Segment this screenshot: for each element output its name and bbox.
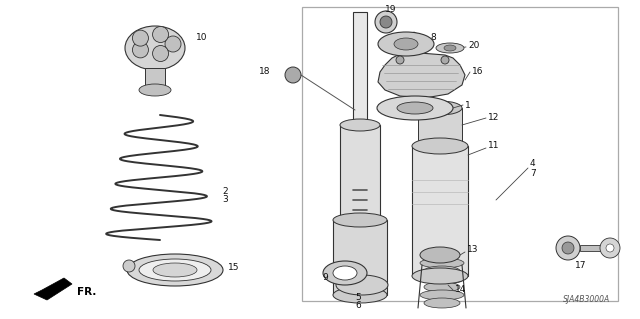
Text: 11: 11 xyxy=(488,140,499,150)
Ellipse shape xyxy=(424,266,460,276)
Ellipse shape xyxy=(377,96,453,120)
Ellipse shape xyxy=(340,119,380,131)
Bar xyxy=(145,68,165,90)
Ellipse shape xyxy=(125,26,185,70)
Polygon shape xyxy=(378,53,465,98)
Ellipse shape xyxy=(139,259,211,281)
Ellipse shape xyxy=(418,101,462,115)
Ellipse shape xyxy=(333,266,357,280)
Circle shape xyxy=(132,42,148,58)
Ellipse shape xyxy=(412,268,468,284)
Bar xyxy=(418,108,462,146)
Text: 17: 17 xyxy=(575,261,586,270)
Text: 19: 19 xyxy=(385,5,397,14)
Circle shape xyxy=(152,46,168,62)
Ellipse shape xyxy=(418,139,462,153)
Ellipse shape xyxy=(378,32,434,56)
Circle shape xyxy=(556,236,580,260)
Ellipse shape xyxy=(412,138,468,154)
Ellipse shape xyxy=(153,263,197,277)
Text: 3: 3 xyxy=(222,196,228,204)
Text: 9: 9 xyxy=(323,273,328,283)
Ellipse shape xyxy=(420,247,460,263)
Text: 8: 8 xyxy=(430,33,436,42)
Text: 5: 5 xyxy=(355,293,361,301)
Ellipse shape xyxy=(444,45,456,51)
Ellipse shape xyxy=(139,84,171,96)
Circle shape xyxy=(600,238,620,258)
Circle shape xyxy=(396,56,404,64)
Text: 13: 13 xyxy=(467,246,479,255)
Circle shape xyxy=(123,260,135,272)
Ellipse shape xyxy=(127,254,223,286)
Ellipse shape xyxy=(333,287,387,303)
Circle shape xyxy=(562,242,574,254)
Text: 14: 14 xyxy=(455,286,467,294)
Circle shape xyxy=(152,26,168,42)
Bar xyxy=(412,146,468,276)
Text: 15: 15 xyxy=(228,263,239,272)
Bar xyxy=(353,12,367,295)
Ellipse shape xyxy=(323,261,367,285)
Text: 12: 12 xyxy=(488,114,499,122)
Bar xyxy=(302,7,618,301)
Text: 6: 6 xyxy=(355,300,361,309)
Circle shape xyxy=(132,30,148,46)
Text: 16: 16 xyxy=(472,68,483,77)
Text: SJA4B3000A: SJA4B3000A xyxy=(563,295,610,305)
Bar xyxy=(333,220,387,295)
Circle shape xyxy=(606,244,614,252)
Ellipse shape xyxy=(336,275,388,295)
Ellipse shape xyxy=(394,38,418,50)
Ellipse shape xyxy=(333,213,387,227)
Text: 2: 2 xyxy=(222,188,228,197)
Ellipse shape xyxy=(436,43,464,53)
Circle shape xyxy=(380,16,392,28)
Text: 18: 18 xyxy=(259,68,270,77)
Text: 7: 7 xyxy=(530,169,536,179)
Ellipse shape xyxy=(424,298,460,308)
Polygon shape xyxy=(34,278,72,300)
Ellipse shape xyxy=(424,282,460,292)
Text: 10: 10 xyxy=(196,33,207,42)
Circle shape xyxy=(165,36,181,52)
Circle shape xyxy=(375,11,397,33)
Text: 1: 1 xyxy=(465,100,471,109)
Ellipse shape xyxy=(397,102,433,114)
Ellipse shape xyxy=(420,274,464,284)
Text: 20: 20 xyxy=(468,41,479,49)
Circle shape xyxy=(441,56,449,64)
Text: 4: 4 xyxy=(530,159,536,167)
Bar xyxy=(580,245,608,251)
Ellipse shape xyxy=(420,290,464,300)
Bar xyxy=(340,125,380,220)
Text: FR.: FR. xyxy=(77,287,97,297)
Ellipse shape xyxy=(420,258,464,268)
Circle shape xyxy=(285,67,301,83)
